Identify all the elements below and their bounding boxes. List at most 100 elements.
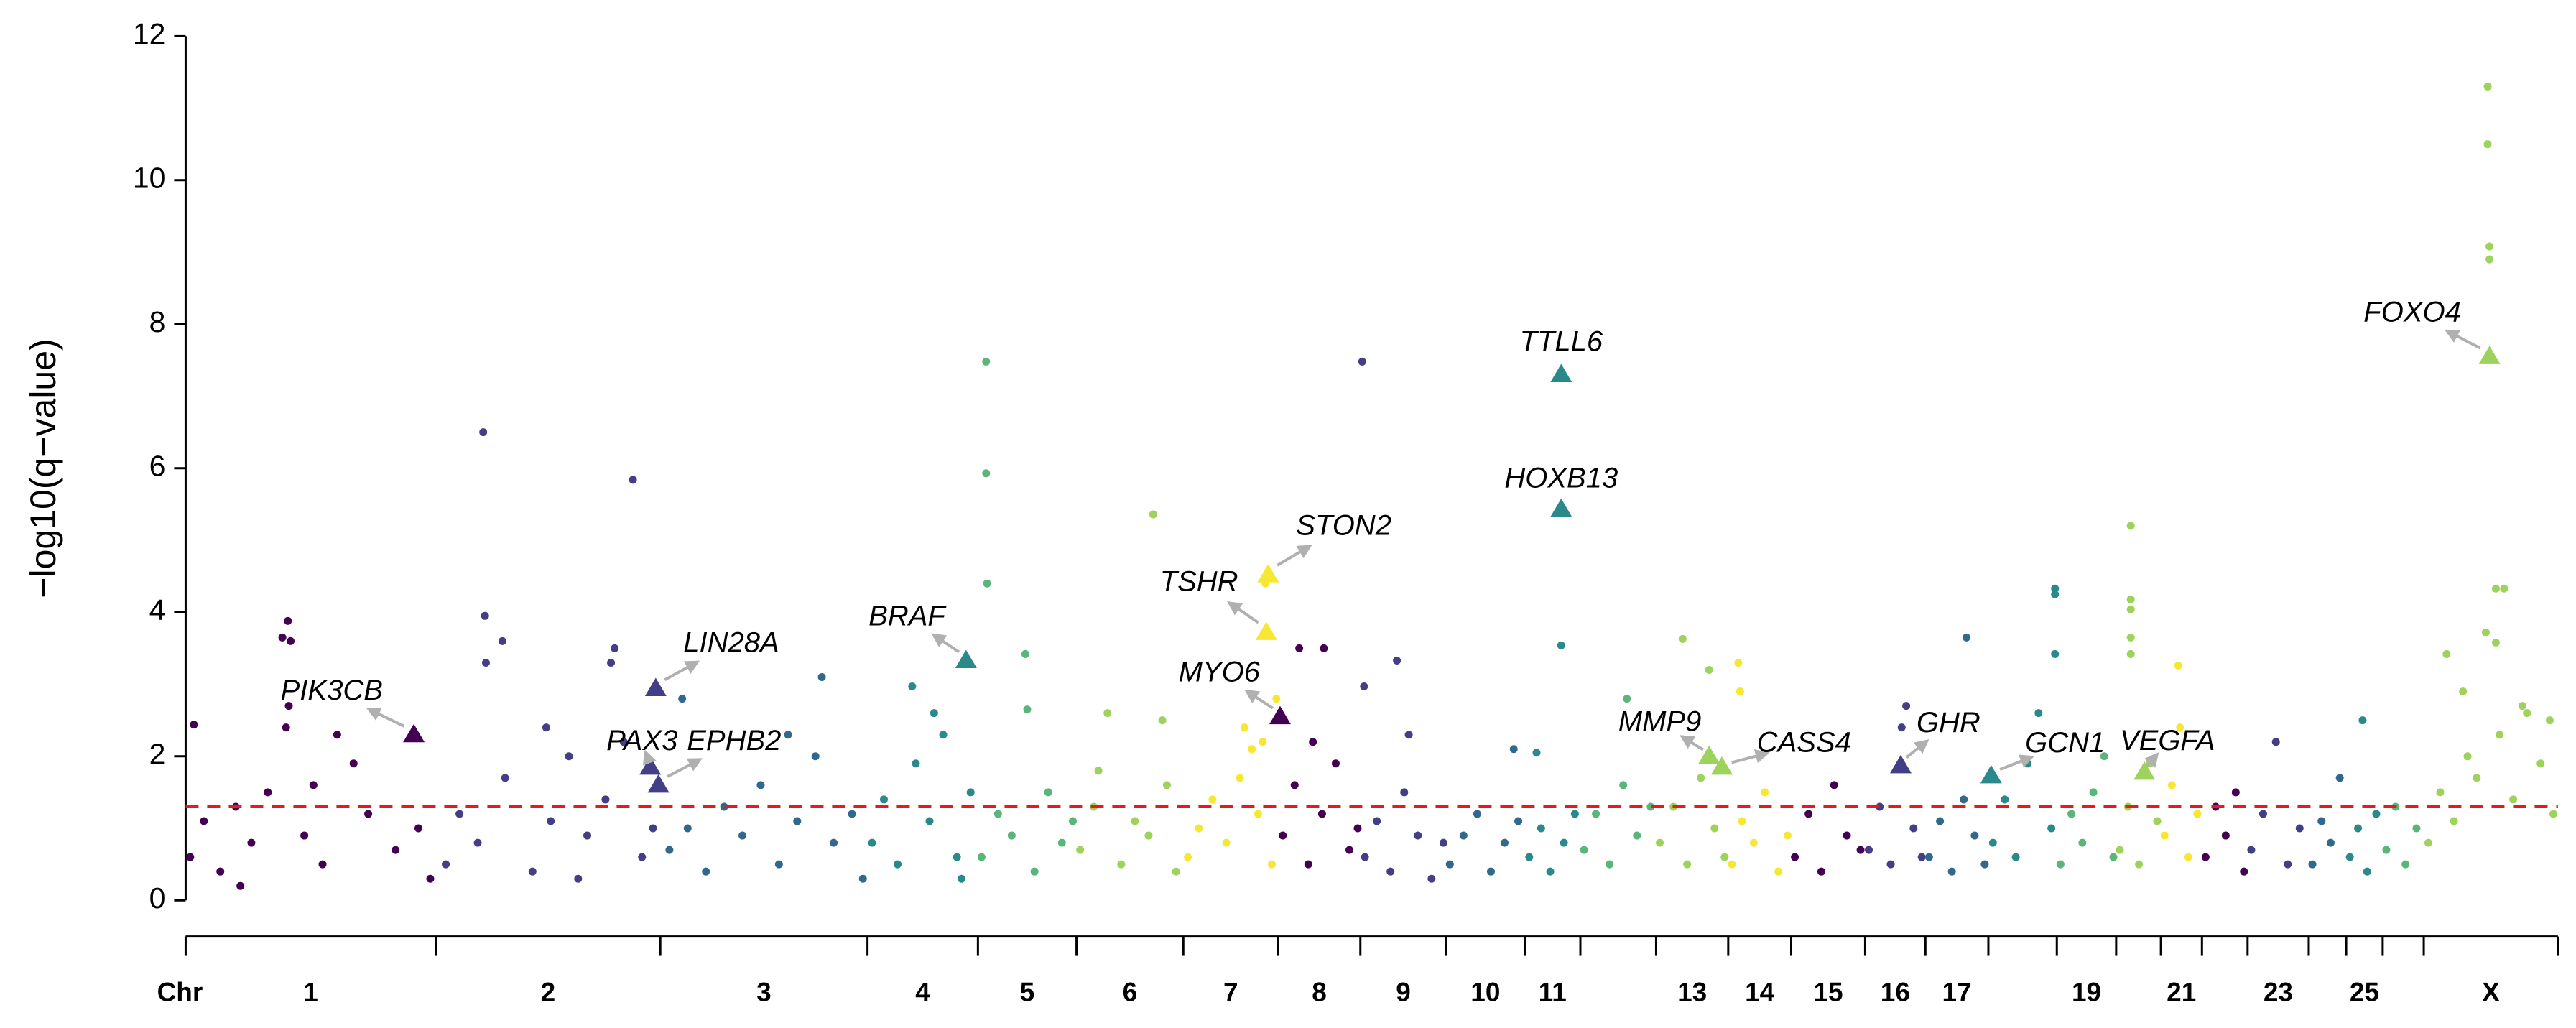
- y-tick-label: 8: [149, 305, 166, 338]
- gene-marker: [1889, 754, 1912, 774]
- x-tick-label: 9: [1396, 977, 1411, 1006]
- point: [2485, 255, 2494, 264]
- point: [993, 810, 1002, 818]
- point: [2549, 810, 2558, 818]
- point: [1184, 853, 1192, 861]
- y-tick-label: 6: [149, 450, 166, 483]
- point: [1076, 846, 1085, 854]
- point: [1970, 831, 1979, 840]
- y-axis-label: −log10(q−value): [23, 338, 63, 598]
- point: [1761, 788, 1769, 797]
- gene-label: GHR: [1917, 707, 1980, 738]
- point: [1149, 510, 1157, 519]
- point: [542, 723, 550, 732]
- point: [2363, 867, 2371, 876]
- point: [1360, 682, 1368, 691]
- point: [1570, 810, 1579, 818]
- x-tick-label: 4: [915, 977, 930, 1006]
- point: [629, 476, 637, 484]
- point: [2424, 838, 2432, 847]
- point: [2135, 860, 2144, 869]
- point: [2372, 810, 2381, 818]
- point: [1144, 831, 1153, 840]
- point: [738, 831, 747, 840]
- point: [2450, 817, 2458, 825]
- point: [683, 824, 692, 833]
- point: [1924, 853, 1933, 861]
- point: [1546, 867, 1555, 876]
- point: [1728, 860, 1736, 869]
- point: [1886, 860, 1895, 869]
- point: [930, 709, 938, 718]
- point: [1427, 874, 1436, 883]
- point: [1537, 824, 1545, 833]
- point: [2382, 846, 2391, 854]
- point: [1509, 745, 1518, 754]
- point: [1678, 634, 1687, 643]
- point: [1557, 641, 1565, 649]
- point: [2184, 853, 2192, 861]
- point: [1580, 846, 1588, 854]
- point: [1646, 802, 1655, 811]
- point: [2240, 867, 2248, 876]
- point: [426, 874, 435, 883]
- point: [1459, 831, 1468, 840]
- gene-label: FOXO4: [2363, 297, 2461, 328]
- x-tick-label: 16: [1881, 977, 1910, 1006]
- point: [601, 795, 610, 804]
- point: [2109, 853, 2118, 861]
- point: [665, 846, 674, 854]
- y-tick-label: 4: [149, 593, 166, 626]
- point: [190, 721, 198, 729]
- point: [2496, 731, 2504, 739]
- point: [1353, 824, 1362, 833]
- point: [649, 824, 657, 833]
- point: [2126, 522, 2135, 530]
- point: [607, 658, 616, 667]
- x-axis-label: Chr: [157, 977, 203, 1006]
- point: [2518, 702, 2526, 710]
- point: [2078, 838, 2087, 847]
- point: [2271, 738, 2280, 746]
- point: [2034, 709, 2043, 718]
- point: [1623, 695, 1631, 703]
- gene-label: TSHR: [1160, 565, 1238, 597]
- x-tick-label: 25: [2350, 977, 2379, 1006]
- point: [1131, 817, 1139, 825]
- point: [1069, 817, 1078, 825]
- point: [1290, 781, 1299, 789]
- point: [1656, 838, 1664, 847]
- point: [2174, 661, 2182, 670]
- point: [1917, 853, 1926, 861]
- gene-arrow: [1999, 754, 2035, 772]
- point: [1736, 687, 1744, 696]
- point: [1358, 357, 1366, 366]
- gene-marker: [1550, 363, 1572, 382]
- gene-marker: [1269, 705, 1291, 725]
- point: [678, 695, 687, 703]
- point: [1268, 860, 1277, 869]
- gene-marker: [1257, 564, 1279, 583]
- point: [1021, 649, 1029, 658]
- point: [1936, 817, 1945, 825]
- gene-arrow: [931, 633, 960, 654]
- point: [282, 723, 290, 732]
- point: [1683, 860, 1692, 869]
- point: [1560, 838, 1568, 847]
- gene-arrow: [2444, 329, 2481, 350]
- point: [200, 817, 208, 825]
- point: [1094, 767, 1103, 775]
- point: [2354, 824, 2363, 833]
- point: [455, 810, 464, 818]
- point: [1525, 853, 1534, 861]
- point: [2459, 687, 2468, 696]
- point: [1393, 656, 1401, 665]
- point: [1734, 658, 1743, 667]
- point: [1783, 831, 1792, 840]
- point: [830, 838, 838, 847]
- point: [1619, 781, 1628, 789]
- point: [1162, 781, 1171, 789]
- point: [1279, 831, 1287, 840]
- point: [2473, 774, 2481, 782]
- gene-arrow: [667, 758, 703, 778]
